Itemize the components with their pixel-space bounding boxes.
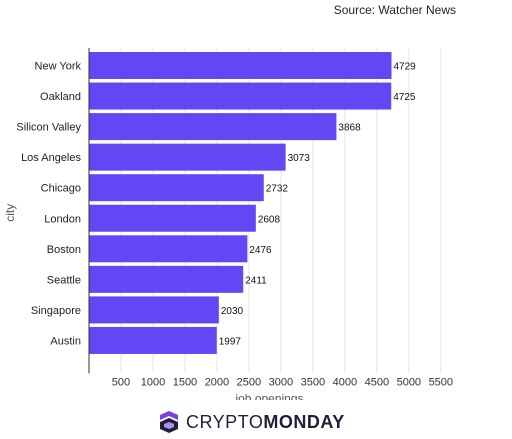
x-tick-label: 5500 [429,377,453,389]
bar [89,174,264,202]
x-tick-label: 4500 [365,377,389,389]
logo-wordmark: CRYPTOMONDAY [186,412,345,433]
x-tick-label: 1000 [141,377,165,389]
data-label: 2030 [221,306,244,317]
x-tick-label: 5000 [397,377,421,389]
data-label: 1997 [219,336,242,347]
crypto-monday-logo-icon [160,411,178,433]
x-tick-label: 1500 [173,377,197,389]
logo-word-monday: MONDAY [263,411,345,432]
category-label: Austin [50,335,81,347]
data-label: 2411 [245,275,267,286]
x-tick-label: 3000 [269,377,293,389]
bar [89,143,286,171]
bar [89,52,392,79]
x-tick-label: 2500 [237,377,261,389]
x-tick-labels: 500 1000 1500 2000 2500 3000 3500 4000 4500 5000 5… [112,377,453,389]
data-label: 4725 [393,92,416,103]
y-axis-label: city [3,204,17,222]
bar [89,113,337,141]
bar [89,82,392,110]
category-label: Silicon Valley [16,122,81,134]
logo-word-crypto: CRYPTO [186,411,264,432]
category-label: Seattle [47,274,81,286]
bar [89,235,248,263]
data-label: 2608 [258,214,281,225]
category-label: Los Angeles [21,152,81,164]
category-label: New York [35,61,82,73]
source-note: Source: Watcher News [333,3,456,17]
category-label: Singapore [31,305,81,317]
x-tick-label: 4000 [333,377,357,389]
category-label: Boston [47,244,81,256]
data-label: 2732 [266,184,289,195]
category-label: London [44,213,81,225]
bar [89,296,219,324]
category-labels: New York Oakland Silicon Valley Los Angeles… [16,61,81,348]
crypto-monday-logo: CRYPTOMONDAY [158,411,345,433]
x-tick-label: 500 [112,377,130,389]
data-label: 3073 [288,153,311,164]
x-tick-label: 2000 [205,377,229,389]
category-label: Chicago [41,183,81,195]
category-label: Oakland [40,91,81,103]
data-label: 3868 [338,123,361,134]
bars: 4729 4725 3868 3073 2732 2608 2476 2411 2030 1997 [89,52,416,354]
bar [89,265,244,293]
bar [89,204,256,232]
x-tick-label: 3500 [301,377,325,389]
data-label: 4729 [393,62,416,73]
data-label: 2476 [249,245,272,256]
x-axis-label: job openings [234,392,303,401]
bar-chart: 4729 4725 3868 3073 2732 2608 2476 2411 2030 1997… [3,48,453,401]
bar [89,326,217,354]
